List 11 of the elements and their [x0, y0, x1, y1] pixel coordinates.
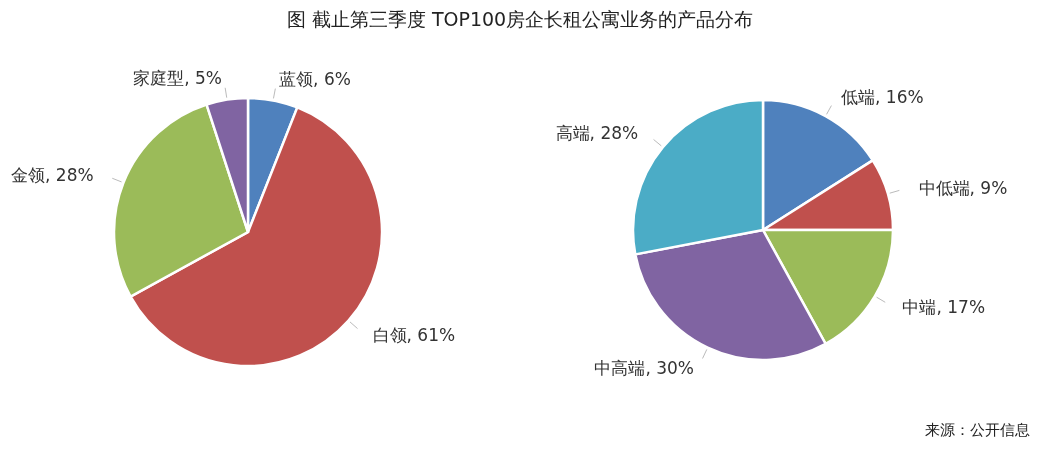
slice-label: 金领, 28% [11, 164, 94, 185]
source-note: 来源：公开信息 [925, 421, 1030, 439]
slice-label: 低端, 16% [841, 86, 924, 107]
slice-label: 白领, 61% [372, 325, 456, 346]
slice-label: 中端, 17% [902, 297, 986, 318]
slice-label: 家庭型, 5% [133, 67, 223, 88]
text: 图 截止第三季度 TOP100房企长租公寓业务的产品分布 [286, 8, 754, 30]
slice-label: 中高端, 30% [594, 357, 695, 378]
slice-label: 高端, 28% [555, 123, 639, 144]
slice-label: 中低端, 9% [918, 177, 1008, 198]
slice-label: 蓝领, 6% [279, 68, 351, 89]
